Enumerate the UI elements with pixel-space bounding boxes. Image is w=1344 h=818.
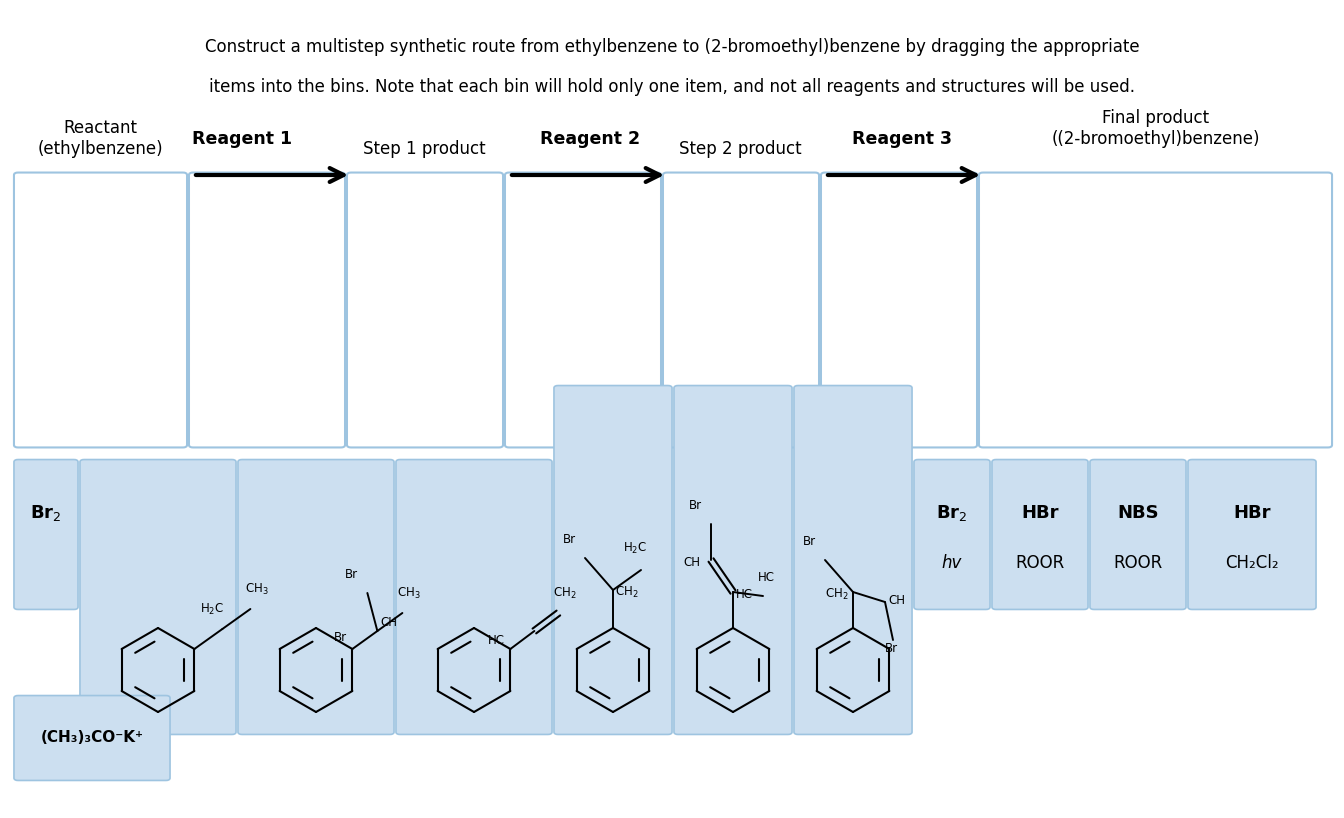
FancyBboxPatch shape	[821, 173, 977, 447]
Text: Br: Br	[689, 499, 702, 512]
Text: CH$_2$: CH$_2$	[616, 584, 638, 600]
Text: Br: Br	[884, 642, 898, 655]
Text: HC: HC	[758, 571, 775, 584]
Text: CH: CH	[888, 594, 905, 606]
FancyBboxPatch shape	[13, 695, 171, 780]
Text: CH: CH	[683, 555, 700, 569]
Text: (CH₃)₃CO⁻K⁺: (CH₃)₃CO⁻K⁺	[40, 730, 144, 745]
FancyBboxPatch shape	[190, 173, 345, 447]
Text: Step 2 product: Step 2 product	[679, 140, 801, 158]
FancyBboxPatch shape	[663, 173, 818, 447]
Text: Br$_{2}$: Br$_{2}$	[937, 503, 968, 523]
Text: HC: HC	[488, 634, 505, 647]
Text: Br: Br	[802, 535, 816, 548]
Text: ROOR: ROOR	[1113, 555, 1163, 573]
FancyBboxPatch shape	[1188, 460, 1316, 609]
FancyBboxPatch shape	[794, 385, 913, 735]
FancyBboxPatch shape	[992, 460, 1089, 609]
FancyBboxPatch shape	[13, 173, 187, 447]
Text: HC: HC	[737, 587, 753, 600]
Text: Final product
((2-bromoethyl)benzene): Final product ((2-bromoethyl)benzene)	[1052, 109, 1261, 148]
FancyBboxPatch shape	[554, 385, 672, 735]
FancyBboxPatch shape	[396, 460, 552, 735]
FancyBboxPatch shape	[1090, 460, 1185, 609]
Text: CH$_2$: CH$_2$	[554, 586, 577, 601]
Text: H$_2$C: H$_2$C	[624, 541, 646, 556]
Text: CH: CH	[380, 616, 398, 629]
FancyBboxPatch shape	[13, 460, 78, 609]
Text: items into the bins. Note that each bin will hold only one item, and not all rea: items into the bins. Note that each bin …	[210, 78, 1134, 96]
Text: H$_2$C: H$_2$C	[200, 602, 224, 617]
Text: CH$_3$: CH$_3$	[246, 582, 269, 597]
FancyBboxPatch shape	[978, 173, 1332, 447]
Text: CH₂Cl₂: CH₂Cl₂	[1226, 555, 1278, 573]
Text: CH$_3$: CH$_3$	[398, 586, 421, 601]
Text: Step 1 product: Step 1 product	[363, 140, 485, 158]
FancyBboxPatch shape	[238, 460, 394, 735]
Text: ROOR: ROOR	[1015, 555, 1064, 573]
Text: Br: Br	[345, 568, 359, 581]
Text: Br: Br	[335, 631, 347, 644]
Text: Reactant
(ethylbenzene): Reactant (ethylbenzene)	[38, 119, 163, 158]
FancyBboxPatch shape	[914, 460, 991, 609]
Text: NBS: NBS	[1117, 504, 1159, 522]
Text: Reagent 1: Reagent 1	[192, 130, 292, 148]
Text: Reagent 2: Reagent 2	[540, 130, 640, 148]
FancyBboxPatch shape	[505, 173, 661, 447]
FancyBboxPatch shape	[673, 385, 792, 735]
Text: HBr: HBr	[1021, 504, 1059, 522]
Text: Construct a multistep synthetic route from ethylbenzene to (2-bromoethyl)benzene: Construct a multistep synthetic route fr…	[204, 38, 1140, 56]
Text: HBr: HBr	[1234, 504, 1270, 522]
Text: CH$_2$: CH$_2$	[825, 587, 848, 601]
Text: Reagent 3: Reagent 3	[852, 130, 952, 148]
Text: hv: hv	[942, 555, 962, 573]
Text: Br: Br	[563, 533, 577, 546]
FancyBboxPatch shape	[347, 173, 503, 447]
Text: Br$_{2}$: Br$_{2}$	[30, 503, 62, 523]
FancyBboxPatch shape	[79, 460, 237, 735]
